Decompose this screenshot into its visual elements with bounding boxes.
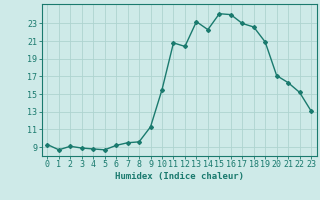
X-axis label: Humidex (Indice chaleur): Humidex (Indice chaleur) (115, 172, 244, 181)
